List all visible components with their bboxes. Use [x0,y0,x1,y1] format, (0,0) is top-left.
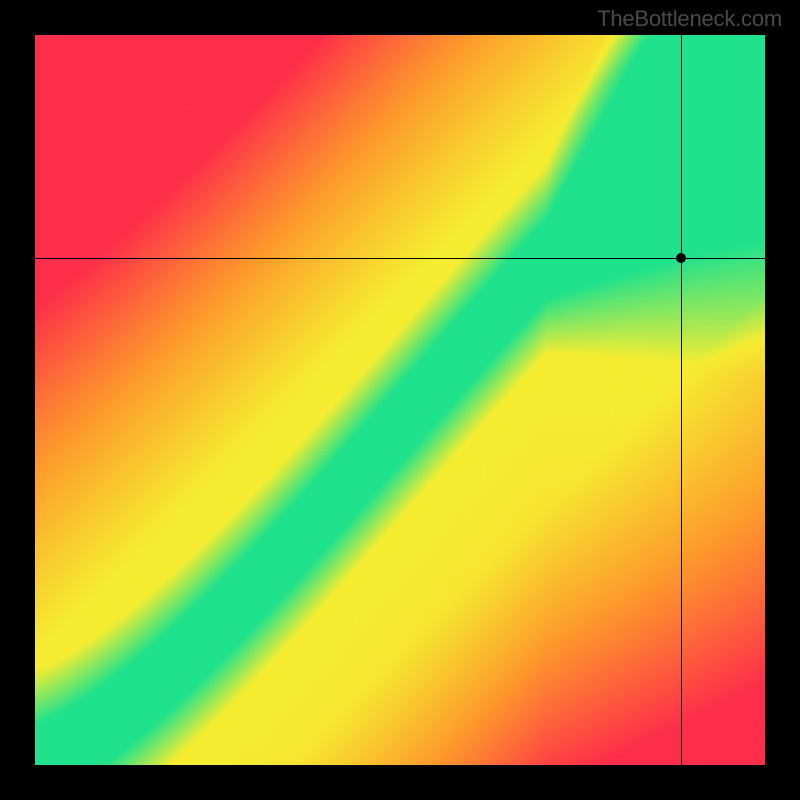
chart-container: TheBottleneck.com [0,0,800,800]
heatmap-canvas [35,35,765,765]
crosshair-vertical [681,35,682,765]
intersection-marker [676,253,686,263]
crosshair-horizontal [35,258,765,259]
watermark-text: TheBottleneck.com [597,6,782,32]
plot-area [35,35,765,765]
